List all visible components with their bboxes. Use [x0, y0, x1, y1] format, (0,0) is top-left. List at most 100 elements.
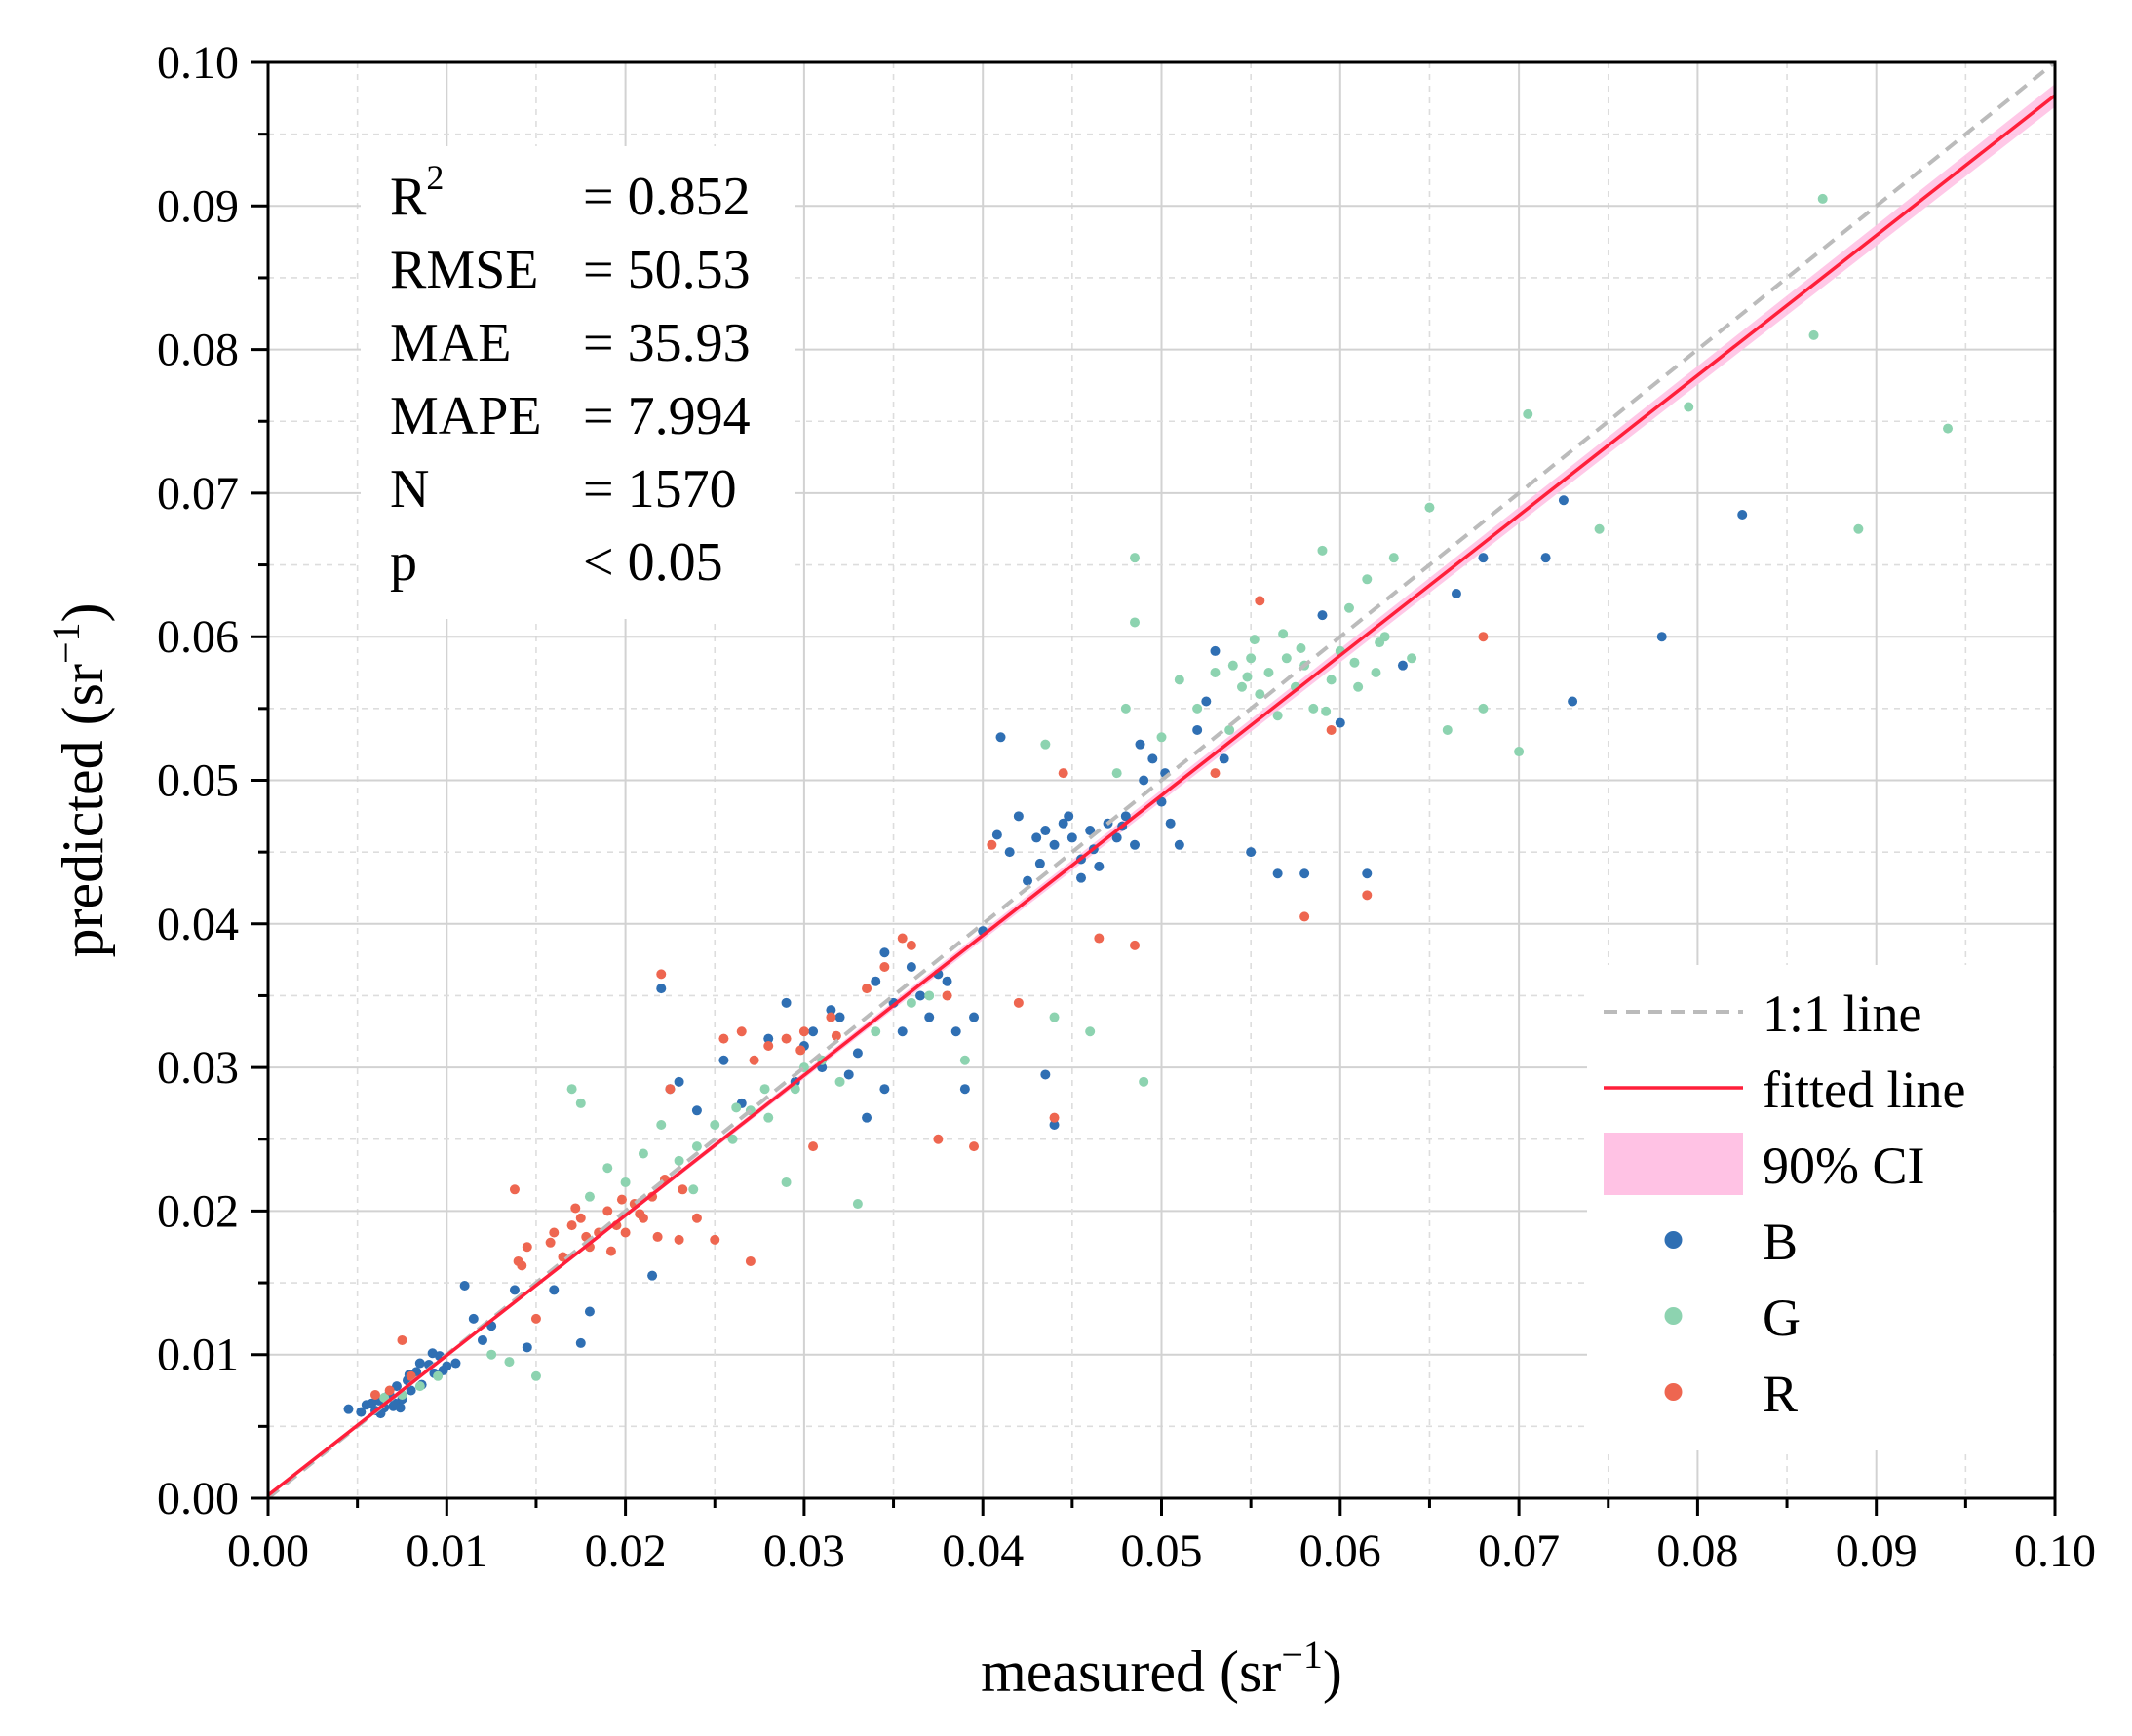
point-b	[343, 1404, 354, 1414]
point-g	[1817, 193, 1828, 204]
point-b	[1135, 739, 1145, 750]
point-g	[566, 1084, 577, 1095]
fitted-line	[266, 94, 2057, 1497]
point-g	[1224, 724, 1235, 735]
point-r	[862, 984, 872, 994]
y-tick-label: 0.06	[157, 611, 239, 663]
point-b	[656, 984, 667, 994]
point-g	[1085, 1026, 1096, 1037]
point-b	[718, 1055, 729, 1065]
point-g	[852, 1199, 863, 1210]
point-b	[906, 961, 916, 972]
point-b	[915, 990, 926, 1001]
legend-label: R	[1763, 1365, 1798, 1423]
point-g	[1281, 653, 1292, 664]
point-r	[710, 1234, 720, 1245]
point-r	[795, 1045, 806, 1056]
point-r	[678, 1184, 688, 1195]
stat-value: = 1570	[583, 459, 737, 520]
ci-band-group	[268, 84, 2055, 1496]
point-b	[1317, 610, 1328, 621]
point-g	[1120, 703, 1131, 714]
point-b	[1192, 724, 1203, 735]
point-g	[1388, 553, 1399, 563]
x-axis-label-text: measured (sr	[981, 1640, 1281, 1704]
x-tick-label: 0.06	[1299, 1525, 1381, 1577]
x-axis-label: measured (sr−1)	[981, 1633, 1342, 1704]
stat-label-text: p	[390, 532, 417, 593]
point-r	[745, 1255, 756, 1266]
point-r	[718, 1033, 729, 1044]
point-b	[1737, 509, 1748, 520]
stat-value: < 0.05	[583, 532, 723, 593]
stat-label: MAPE	[390, 386, 542, 446]
point-b	[969, 1012, 980, 1022]
stat-value: = 7.994	[583, 386, 751, 446]
point-b	[1568, 696, 1578, 707]
legend-swatch-dot	[1664, 1307, 1683, 1325]
point-g	[1478, 703, 1489, 714]
point-b	[942, 976, 952, 986]
point-b	[1031, 832, 1042, 843]
point-b	[862, 1112, 872, 1123]
point-r	[620, 1227, 631, 1238]
stats-background	[361, 146, 795, 619]
point-b	[1147, 753, 1158, 764]
point-b	[1397, 660, 1408, 671]
point-r	[736, 1026, 747, 1037]
point-r	[1255, 596, 1265, 606]
point-g	[379, 1392, 390, 1403]
point-g	[1853, 523, 1864, 534]
point-b	[1201, 696, 1212, 707]
point-r	[691, 1213, 702, 1223]
point-g	[1111, 768, 1122, 779]
point-r	[942, 990, 952, 1001]
point-r	[570, 1203, 581, 1214]
point-r	[384, 1385, 395, 1396]
y-tick-label: 0.02	[157, 1185, 239, 1237]
stat-label-text: R	[390, 167, 427, 227]
point-r	[1049, 1112, 1060, 1123]
stat-label-text: N	[390, 459, 429, 520]
point-r	[605, 1246, 616, 1256]
point-b	[871, 976, 881, 986]
point-g	[688, 1184, 699, 1195]
series-g	[379, 193, 1954, 1403]
point-b	[477, 1334, 487, 1345]
point-g	[1174, 675, 1184, 685]
point-g	[834, 1076, 845, 1087]
point-g	[1255, 689, 1265, 700]
point-g	[530, 1370, 541, 1381]
point-b	[1451, 589, 1461, 599]
stat-value: = 0.852	[583, 167, 751, 227]
point-b	[584, 1306, 595, 1317]
point-b	[1120, 811, 1131, 822]
point-g	[924, 990, 935, 1001]
point-g	[1210, 668, 1221, 678]
point-g	[1249, 635, 1260, 645]
point-r	[1013, 997, 1024, 1008]
plot-frame	[266, 60, 2057, 1500]
point-r	[897, 933, 908, 944]
legend-swatch-band	[1604, 1133, 1743, 1195]
stat-label: R2	[390, 158, 444, 227]
point-b	[950, 1026, 961, 1037]
point-r	[522, 1242, 532, 1253]
point-g	[674, 1155, 684, 1166]
point-r	[781, 1033, 792, 1044]
point-b	[1558, 495, 1569, 506]
point-b	[852, 1048, 863, 1059]
point-b	[1049, 839, 1060, 850]
point-r	[397, 1334, 407, 1345]
point-b	[674, 1076, 684, 1087]
point-b	[575, 1337, 586, 1348]
point-g	[1263, 668, 1274, 678]
point-b	[781, 997, 792, 1008]
point-g	[1808, 329, 1819, 340]
point-r	[635, 1209, 645, 1219]
point-g	[781, 1177, 792, 1187]
x-tick-label: 0.00	[227, 1525, 309, 1577]
point-r	[798, 1026, 809, 1037]
point-g	[691, 1141, 702, 1152]
stat-label: RMSE	[390, 240, 539, 300]
